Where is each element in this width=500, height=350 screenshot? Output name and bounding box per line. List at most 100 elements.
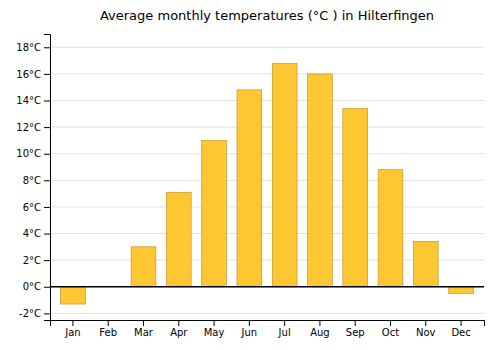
x-tick-label: Mar	[134, 327, 154, 338]
x-tick-label: Oct	[382, 327, 399, 338]
y-tick-mark	[44, 154, 50, 155]
x-tick-label: Apr	[170, 327, 188, 338]
chart: -2°C 0°C 2°C 4°C 6°C 8°C 10°C 12°C 14°C 16°C 18°C J…	[0, 0, 500, 350]
x-tick-mark	[178, 320, 179, 326]
y-tick-mark	[44, 127, 50, 128]
x-tick: Jan	[64, 320, 80, 338]
plot: -2°C 0°C 2°C 4°C 6°C 8°C 10°C 12°C 14°C 16°C 18°C J…	[16, 35, 484, 339]
y-tick-mark	[44, 313, 50, 314]
grid-line	[50, 153, 484, 154]
x-tick-label: May	[204, 327, 225, 338]
x-tick-label: Jan	[64, 327, 80, 338]
x-tick-label: Aug	[310, 327, 330, 338]
y-tick: 14°C	[16, 95, 50, 106]
x-tick: Jul	[278, 320, 291, 338]
x-tick-mark	[319, 320, 320, 326]
bars	[50, 63, 484, 304]
bar	[237, 90, 262, 287]
x-tick-mark	[72, 320, 73, 326]
x-tick: Feb	[99, 320, 117, 338]
y-tick-mark	[44, 47, 50, 48]
y-tick: 10°C	[16, 148, 50, 159]
bar	[166, 192, 191, 286]
bar	[61, 287, 86, 304]
bar	[378, 170, 403, 287]
y-tick-label: 18°C	[16, 42, 41, 53]
x-tick: Oct	[382, 320, 399, 338]
y-tick: 8°C	[23, 175, 50, 186]
y-tick: -2°C	[19, 308, 50, 319]
y-axis-line	[44, 35, 51, 321]
x-tick-mark	[249, 320, 250, 326]
y-tick-label: 6°C	[23, 202, 41, 213]
x-tick: Jun	[241, 320, 258, 338]
y-tick: 0°C	[23, 281, 50, 292]
y-tick-label: 0°C	[23, 281, 41, 292]
grid-line	[50, 47, 484, 48]
y-tick-label: 14°C	[16, 95, 41, 106]
x-tick: Sep	[346, 320, 365, 338]
x-tick-mark	[425, 320, 426, 326]
grid-line	[50, 100, 484, 101]
grid-line	[50, 180, 484, 181]
y-tick-label: 8°C	[23, 175, 41, 186]
bar	[272, 63, 297, 286]
x-tick-mark	[108, 320, 109, 326]
y-tick: 18°C	[16, 42, 50, 53]
y-tick: 6°C	[23, 202, 50, 213]
y-tick-label: 4°C	[23, 228, 41, 239]
bar	[449, 287, 474, 294]
y-tick-label: -2°C	[19, 308, 41, 319]
bar	[308, 74, 333, 287]
bar	[131, 247, 156, 287]
x-tick-mark	[214, 320, 215, 326]
y-tick-mark	[44, 207, 50, 208]
y-tick: 4°C	[23, 228, 50, 239]
y-tick-mark	[44, 180, 50, 181]
y-tick-mark	[44, 287, 50, 288]
x-tick-label: Dec	[451, 327, 470, 338]
x-tick-mark	[355, 320, 356, 326]
x-tick-label: Jul	[278, 327, 291, 338]
y-tick-label: 16°C	[16, 69, 41, 80]
grid-line	[50, 127, 484, 128]
x-tick-mark	[143, 320, 144, 326]
x-tick: May	[204, 320, 225, 338]
grid-line	[50, 73, 484, 74]
x-tick: Aug	[310, 320, 330, 338]
y-tick: 12°C	[16, 122, 50, 133]
grid-line	[50, 206, 484, 207]
x-tick-label: Sep	[346, 327, 365, 338]
x-tick: Apr	[170, 320, 188, 338]
grid-line	[50, 313, 484, 314]
y-tick-label: 10°C	[16, 148, 41, 159]
title: Average monthly temperatures (°C ) in Hi…	[100, 8, 434, 23]
bar	[413, 242, 438, 287]
grid-line	[50, 233, 484, 234]
bar	[343, 108, 368, 286]
y-tick-mark	[44, 260, 50, 261]
x-tick-mark	[284, 320, 285, 326]
x-tick-mark	[390, 320, 391, 326]
x-axis-line	[51, 321, 485, 327]
y-axis: -2°C 0°C 2°C 4°C 6°C 8°C 10°C 12°C 14°C 16°C 18°C	[16, 35, 50, 321]
x-tick: Nov	[416, 320, 436, 338]
bar	[202, 140, 227, 286]
y-tick-mark	[44, 74, 50, 75]
x-tick-label: Jun	[241, 327, 258, 338]
x-axis: Jan Feb Mar Apr May Jun Jul Aug Sep Oct Nov Dec	[51, 320, 485, 338]
x-tick-mark	[461, 320, 462, 326]
y-tick-mark	[44, 234, 50, 235]
grid-line	[50, 286, 484, 287]
zero-line	[50, 286, 484, 288]
y-tick: 2°C	[23, 255, 50, 266]
y-tick-label: 2°C	[23, 255, 41, 266]
x-tick: Mar	[134, 320, 154, 338]
y-tick-label: 12°C	[16, 122, 41, 133]
x-tick-label: Nov	[416, 327, 436, 338]
x-tick: Dec	[451, 320, 470, 338]
y-tick-mark	[44, 101, 50, 102]
y-tick: 16°C	[16, 69, 50, 80]
x-tick-label: Feb	[99, 327, 117, 338]
grid	[50, 47, 484, 313]
